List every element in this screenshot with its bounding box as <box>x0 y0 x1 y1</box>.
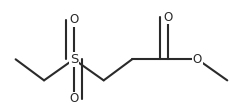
Text: O: O <box>69 92 78 105</box>
Text: O: O <box>193 53 202 66</box>
Text: O: O <box>69 13 78 26</box>
Text: O: O <box>163 11 172 24</box>
Text: S: S <box>70 53 78 66</box>
